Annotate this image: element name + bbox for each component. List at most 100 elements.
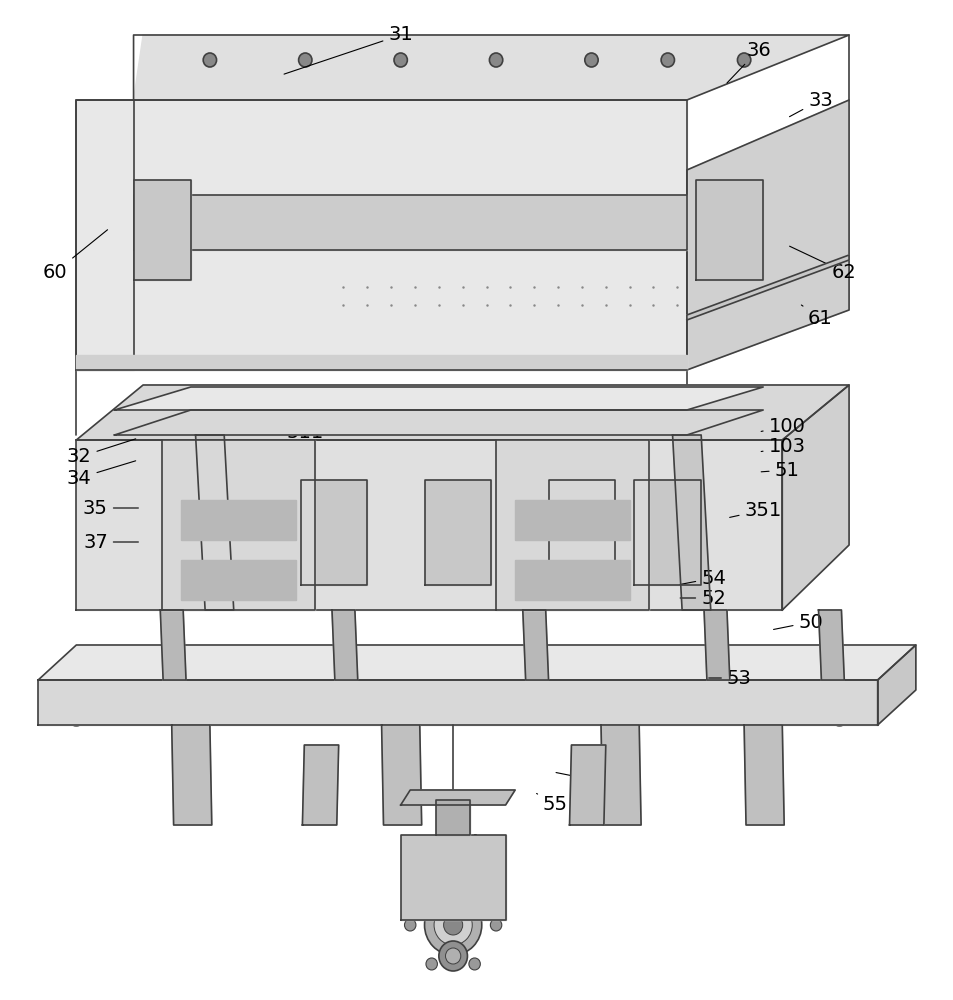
Circle shape xyxy=(276,693,295,713)
Circle shape xyxy=(720,391,728,399)
Circle shape xyxy=(663,241,671,249)
Circle shape xyxy=(220,401,228,409)
Circle shape xyxy=(458,391,466,399)
Circle shape xyxy=(416,417,423,425)
Circle shape xyxy=(345,205,379,241)
Polygon shape xyxy=(381,725,421,825)
Circle shape xyxy=(339,401,347,409)
Circle shape xyxy=(176,510,233,570)
Circle shape xyxy=(635,536,642,544)
Circle shape xyxy=(606,427,614,435)
Polygon shape xyxy=(76,385,848,440)
Polygon shape xyxy=(743,725,783,825)
Circle shape xyxy=(577,510,634,570)
Circle shape xyxy=(363,401,371,409)
Circle shape xyxy=(560,510,602,554)
Circle shape xyxy=(510,510,567,570)
Circle shape xyxy=(435,401,442,409)
Polygon shape xyxy=(696,180,762,280)
Circle shape xyxy=(660,53,674,67)
Circle shape xyxy=(558,427,566,435)
Circle shape xyxy=(463,427,471,435)
Circle shape xyxy=(519,470,558,510)
Circle shape xyxy=(582,427,590,435)
Circle shape xyxy=(249,427,256,435)
Circle shape xyxy=(168,596,175,604)
Circle shape xyxy=(298,53,312,67)
Polygon shape xyxy=(195,435,233,610)
Circle shape xyxy=(421,205,456,241)
Text: 50: 50 xyxy=(773,612,822,632)
Circle shape xyxy=(81,192,96,208)
Circle shape xyxy=(269,205,303,241)
Circle shape xyxy=(355,572,370,588)
Circle shape xyxy=(463,241,471,249)
Circle shape xyxy=(177,417,185,425)
Circle shape xyxy=(320,427,328,435)
Circle shape xyxy=(387,241,395,249)
Circle shape xyxy=(158,241,166,249)
Circle shape xyxy=(86,693,105,713)
Polygon shape xyxy=(332,610,357,680)
Text: 33: 33 xyxy=(789,91,832,117)
Circle shape xyxy=(478,512,494,528)
Circle shape xyxy=(673,391,680,399)
Circle shape xyxy=(478,542,494,558)
Circle shape xyxy=(339,391,347,399)
Polygon shape xyxy=(160,610,186,680)
Circle shape xyxy=(187,199,233,247)
Circle shape xyxy=(558,417,566,425)
Polygon shape xyxy=(569,745,605,825)
Circle shape xyxy=(91,475,129,515)
Circle shape xyxy=(635,596,642,604)
Text: 53: 53 xyxy=(708,668,751,688)
Polygon shape xyxy=(515,500,629,540)
Circle shape xyxy=(625,401,633,409)
Circle shape xyxy=(98,543,121,567)
Circle shape xyxy=(492,199,537,247)
Circle shape xyxy=(602,542,618,558)
Circle shape xyxy=(584,53,598,67)
Circle shape xyxy=(478,572,494,588)
Polygon shape xyxy=(703,610,729,680)
Circle shape xyxy=(734,195,743,205)
Circle shape xyxy=(404,919,416,931)
Circle shape xyxy=(658,693,677,713)
Circle shape xyxy=(339,199,385,247)
Circle shape xyxy=(501,596,509,604)
Text: 100: 100 xyxy=(760,416,804,436)
Circle shape xyxy=(578,401,585,409)
Text: 36: 36 xyxy=(726,40,770,83)
Circle shape xyxy=(490,919,501,931)
Circle shape xyxy=(463,417,471,425)
Polygon shape xyxy=(114,410,762,435)
Circle shape xyxy=(501,506,509,514)
Polygon shape xyxy=(781,385,848,610)
Circle shape xyxy=(654,427,661,435)
Text: 31: 31 xyxy=(284,25,413,74)
Circle shape xyxy=(539,241,547,249)
Circle shape xyxy=(646,510,688,554)
Circle shape xyxy=(368,417,375,425)
Circle shape xyxy=(168,476,175,484)
Polygon shape xyxy=(38,645,915,680)
Circle shape xyxy=(554,391,561,399)
Polygon shape xyxy=(436,800,470,835)
Circle shape xyxy=(172,401,180,409)
Circle shape xyxy=(831,710,846,726)
Circle shape xyxy=(501,476,509,484)
Polygon shape xyxy=(424,480,491,585)
Circle shape xyxy=(201,427,209,435)
Circle shape xyxy=(530,401,537,409)
Circle shape xyxy=(320,417,328,425)
Text: 35: 35 xyxy=(83,498,138,518)
Circle shape xyxy=(487,417,495,425)
Circle shape xyxy=(149,391,156,399)
Circle shape xyxy=(635,446,642,454)
Circle shape xyxy=(574,205,608,241)
Polygon shape xyxy=(300,480,367,585)
Polygon shape xyxy=(548,480,615,585)
Circle shape xyxy=(363,391,371,399)
Circle shape xyxy=(91,535,129,575)
Circle shape xyxy=(313,510,355,554)
